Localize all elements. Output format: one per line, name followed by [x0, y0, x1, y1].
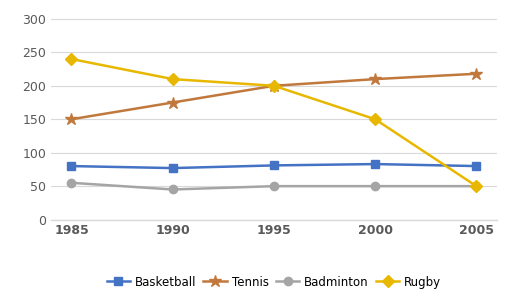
Badminton	[169, 188, 176, 191]
Rugby	[372, 117, 378, 121]
Basketball	[473, 164, 479, 168]
Tennis	[271, 84, 277, 88]
Line: Tennis: Tennis	[65, 67, 483, 125]
Line: Rugby: Rugby	[67, 55, 481, 190]
Tennis	[169, 101, 176, 104]
Badminton	[372, 184, 378, 188]
Badminton	[69, 181, 75, 185]
Badminton	[271, 184, 277, 188]
Tennis	[473, 72, 479, 76]
Tennis	[69, 117, 75, 121]
Line: Badminton: Badminton	[67, 179, 481, 194]
Tennis	[372, 77, 378, 81]
Rugby	[473, 184, 479, 188]
Legend: Basketball, Tennis, Badminton, Rugby: Basketball, Tennis, Badminton, Rugby	[102, 271, 446, 294]
Badminton	[473, 184, 479, 188]
Basketball	[169, 166, 176, 170]
Rugby	[69, 57, 75, 61]
Line: Basketball: Basketball	[67, 160, 481, 172]
Basketball	[69, 164, 75, 168]
Rugby	[271, 84, 277, 88]
Basketball	[372, 162, 378, 166]
Basketball	[271, 163, 277, 167]
Rugby	[169, 77, 176, 81]
